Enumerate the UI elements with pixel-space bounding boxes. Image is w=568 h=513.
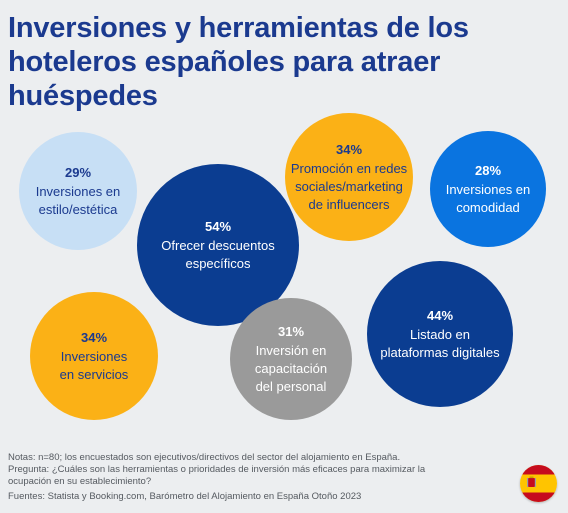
bubble-label: capacitación xyxy=(254,360,328,376)
bubble-1: 29% Inversiones en estilo/estética xyxy=(19,132,137,250)
flag-red-band-top xyxy=(520,465,557,475)
bubble-3: 34% Promoción en redes sociales/marketing d… xyxy=(285,113,413,241)
spain-flag-icon xyxy=(520,465,557,502)
chart-title: Inversiones y herramientas de los hotele… xyxy=(8,12,469,112)
bubble-label: en servicios xyxy=(59,366,129,382)
bubble-label: específicos xyxy=(185,255,251,271)
bubble-value: 28% xyxy=(474,162,502,178)
flag-red-band-bottom xyxy=(520,492,557,502)
notes-line-3: ocupación en su establecimiento? xyxy=(8,476,152,487)
bubble-value: 34% xyxy=(80,329,108,345)
bubble-label: Inversiones xyxy=(60,348,128,364)
bubble-value: 31% xyxy=(277,323,305,339)
bubble-5: 34% Inversiones en servicios xyxy=(30,292,158,420)
bubble-label: del personal xyxy=(255,378,327,394)
bubble-label: Ofrecer descuentos xyxy=(161,237,275,253)
bubble-2: 54% Ofrecer descuentos específicos xyxy=(137,164,299,326)
bubble-label: estilo/estética xyxy=(38,201,118,217)
bubble-label: sociales/marketing xyxy=(295,178,403,194)
notes-line-1: Notas: n=80; los encuestados son ejecuti… xyxy=(8,452,401,463)
bubble-label: Inversiones en xyxy=(35,183,121,199)
bubble-label: Promoción en redes xyxy=(290,160,408,176)
bubble-7: 44% Listado en plataformas digitales xyxy=(367,261,513,407)
notes-line-2: Pregunta: ¿Cuáles son las herramientas o… xyxy=(8,464,426,475)
bubble-value: 54% xyxy=(204,218,232,234)
bubble-6: 31% Inversión en capacitación del personal xyxy=(230,298,352,420)
bubble-label: plataformas digitales xyxy=(380,344,500,360)
coat-of-arms-icon xyxy=(527,476,536,487)
bubble-label: de influencers xyxy=(308,196,390,212)
bubble-value: 29% xyxy=(64,164,92,180)
bubble-label: Listado en xyxy=(410,326,470,342)
source-text: Fuentes: Statista y Booking.com, Barómet… xyxy=(8,491,362,502)
bubble-label: Inversiones en xyxy=(445,181,531,197)
bubble-value: 44% xyxy=(426,307,454,323)
bubble-label: Inversión en xyxy=(255,342,327,358)
bubble-label: comodidad xyxy=(456,199,520,215)
bubble-value: 34% xyxy=(335,141,363,157)
bubble-4: 28% Inversiones en comodidad xyxy=(430,131,546,247)
notes: Notas: n=80; los encuestados son ejecuti… xyxy=(8,452,488,488)
